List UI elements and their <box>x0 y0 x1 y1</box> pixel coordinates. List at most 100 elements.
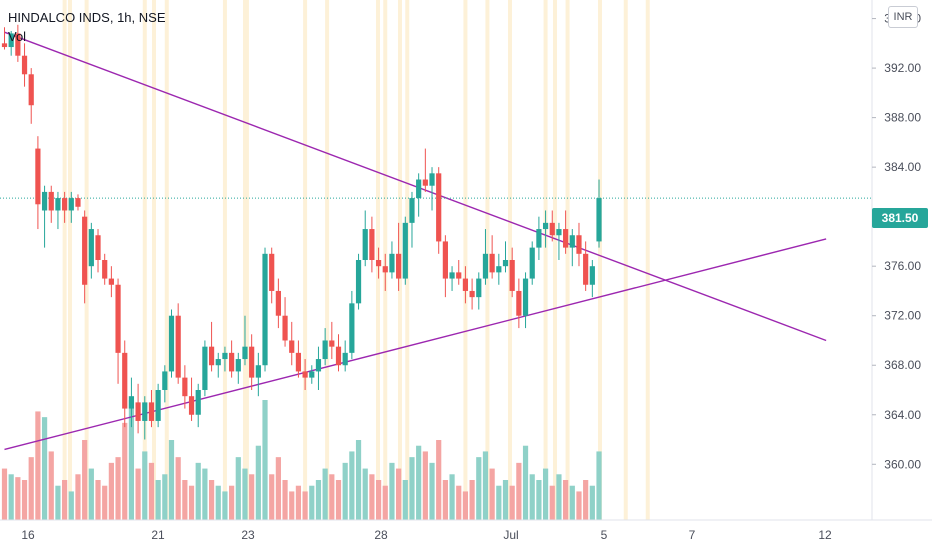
volume-bar <box>155 480 161 520</box>
candle-body <box>62 198 68 211</box>
candle-body <box>569 235 575 248</box>
session-band <box>62 0 67 520</box>
candle-body <box>355 260 362 304</box>
volume-bar <box>208 480 215 520</box>
candle-body <box>309 371 315 378</box>
volume-bar <box>375 480 382 520</box>
volume-bar <box>496 485 502 520</box>
volume-bar <box>55 485 61 520</box>
candle-body <box>563 229 569 248</box>
volume-bar <box>576 491 582 520</box>
candle-body <box>235 359 241 372</box>
volume-bar <box>1 468 8 520</box>
price-axis-bg[interactable] <box>872 0 932 520</box>
candle-body <box>402 222 408 279</box>
volume-bar <box>509 485 515 520</box>
candle-body <box>128 396 135 409</box>
volume-bar <box>128 400 135 520</box>
candle-body <box>556 229 562 236</box>
volume-bar <box>62 480 68 520</box>
volume-label[interactable]: Vol <box>8 29 27 44</box>
candle-body <box>202 346 208 390</box>
price-tick-label: 392.00 <box>884 61 921 75</box>
volume-bar <box>549 485 555 520</box>
time-tick-label: Jul <box>503 528 518 542</box>
volume-bar <box>182 480 188 520</box>
candle-body <box>95 235 101 260</box>
candle-body <box>416 179 422 199</box>
volume-bar <box>335 480 342 520</box>
volume-bar <box>68 491 74 520</box>
time-tick-label: 28 <box>374 528 388 542</box>
candle-body <box>315 359 322 372</box>
candle-body <box>255 365 261 378</box>
candle-body <box>342 352 348 366</box>
volume-bar <box>275 457 281 520</box>
volume-bar <box>536 480 542 520</box>
volume-bar <box>242 468 248 520</box>
candle-body <box>289 340 295 353</box>
chart-legend: HINDALCO INDS, 1h, NSE Vol <box>8 8 166 46</box>
candle-body <box>436 173 442 242</box>
candle-body <box>8 33 14 48</box>
volume-bar <box>409 457 415 520</box>
currency-button[interactable]: INR <box>888 6 918 28</box>
volume-bar <box>462 491 469 520</box>
volume-bar <box>302 491 308 520</box>
candle-body <box>489 253 495 273</box>
session-band <box>623 0 628 520</box>
trendlines <box>4 31 827 451</box>
volume-bars <box>1 400 602 520</box>
candle-body <box>108 278 114 285</box>
candle-body <box>375 260 382 267</box>
candle-body <box>442 241 448 279</box>
last-price-label: 381.50 <box>872 208 928 228</box>
volume-bar <box>168 440 175 520</box>
volume-bar <box>596 451 602 520</box>
candle-body <box>329 340 335 347</box>
price-tick-label: 388.00 <box>884 111 921 125</box>
candle-body <box>502 260 509 267</box>
candle-body <box>596 198 602 242</box>
candle-body <box>48 191 54 211</box>
volume-bar <box>75 474 81 520</box>
volume-bar <box>269 474 275 520</box>
price-tick-label: 360.00 <box>884 457 921 471</box>
session-band <box>152 0 156 520</box>
session-band <box>543 0 548 520</box>
session-band <box>303 0 308 520</box>
candle-body <box>175 315 181 378</box>
session-band <box>565 0 570 520</box>
candle-body <box>362 229 368 260</box>
candle-body <box>182 377 188 397</box>
candle-body <box>135 402 141 421</box>
candle-body <box>422 179 428 186</box>
candle-body <box>28 74 34 106</box>
volume-bar <box>516 462 522 520</box>
time-axis-bg[interactable] <box>0 520 932 550</box>
candle-body <box>302 371 308 378</box>
volume-bar <box>476 457 482 520</box>
volume-bar <box>502 480 509 520</box>
candle-body <box>21 55 28 75</box>
candle-body <box>249 346 255 378</box>
volume-bar <box>188 485 195 520</box>
candle-body <box>242 346 248 360</box>
session-band <box>598 0 602 520</box>
candle-body <box>35 148 41 205</box>
time-tick-label: 21 <box>151 528 165 542</box>
volume-bar <box>88 468 94 520</box>
symbol-title[interactable]: HINDALCO INDS, 1h, NSE <box>8 10 166 25</box>
volume-bar <box>249 474 255 520</box>
candle-body <box>188 396 195 415</box>
volume-bar <box>262 400 268 520</box>
candle-body <box>102 260 108 279</box>
candle-body <box>229 352 235 372</box>
candle-body <box>536 229 542 248</box>
candle-body <box>542 222 549 230</box>
volume-bar <box>315 480 322 520</box>
volume-bar <box>355 440 362 520</box>
candle-body <box>583 253 589 285</box>
candle-body <box>142 402 148 421</box>
